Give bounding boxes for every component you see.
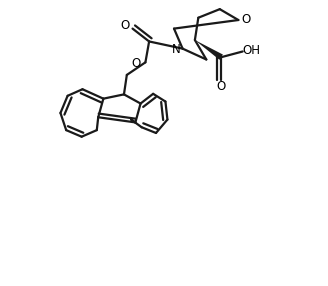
Text: O: O: [121, 19, 130, 32]
Text: N: N: [172, 43, 181, 56]
Text: OH: OH: [242, 44, 260, 57]
Text: O: O: [241, 13, 250, 26]
Text: O: O: [216, 80, 225, 93]
Polygon shape: [195, 40, 223, 60]
Text: O: O: [132, 57, 141, 70]
